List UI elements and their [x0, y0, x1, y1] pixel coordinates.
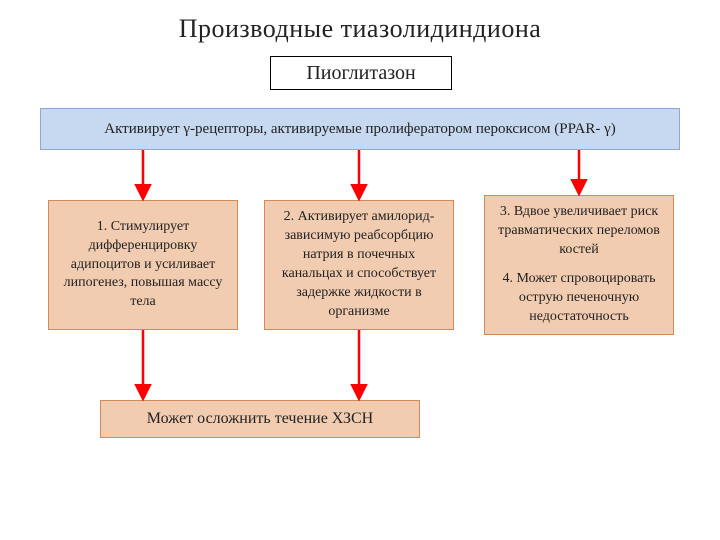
effect-3-text: 3. Вдвое увеличивает риск травматических… [495, 203, 663, 260]
page-title: Производные тиазолидиндиона [0, 14, 720, 44]
drug-name: Пиоглитазон [306, 62, 415, 85]
effect-2-text: 2. Активирует амилорид-зависимую реабсор… [275, 208, 443, 321]
effect-box-3: 3. Вдвое увеличивает риск травматических… [484, 195, 674, 335]
drug-name-box: Пиоглитазон [270, 56, 452, 90]
activator-bar: Активирует γ-рецепторы, активируемые про… [40, 108, 680, 150]
effect-box-1: 1. Стимулирует дифференцировку адипоцито… [48, 200, 238, 330]
effect-1-text: 1. Стимулирует дифференцировку адипоцито… [59, 218, 227, 312]
outcome-text: Может осложнить течение ХЗСН [147, 408, 373, 430]
effect-4-text: 4. Может спровоцировать острую печеночну… [495, 270, 663, 327]
effect-box-2: 2. Активирует амилорид-зависимую реабсор… [264, 200, 454, 330]
activator-text: Активирует γ-рецепторы, активируемые про… [104, 121, 616, 138]
outcome-box: Может осложнить течение ХЗСН [100, 400, 420, 438]
